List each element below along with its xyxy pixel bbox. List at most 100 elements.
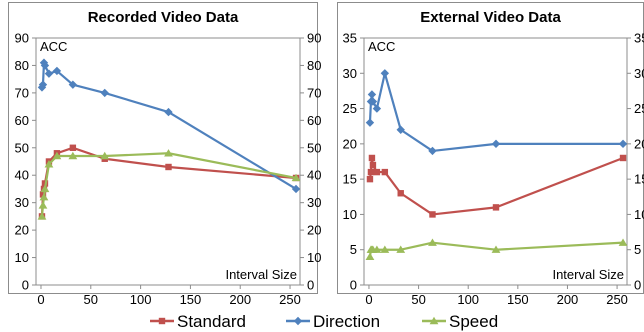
data-point-speed — [291, 173, 301, 182]
data-point-speed — [39, 192, 49, 201]
right-y-tick-label: 15 — [634, 172, 644, 187]
legend-diamond-marker — [293, 316, 303, 326]
series-line-speed — [40, 152, 297, 217]
x-tick-label: 200 — [557, 292, 579, 307]
right-y-tick-label: 50 — [307, 140, 321, 155]
data-point-standard — [165, 163, 172, 171]
right-y-tick-label: 30 — [307, 195, 321, 210]
data-point-standard — [69, 144, 77, 151]
y-tick-label: 25 — [343, 101, 357, 116]
data-point-direction — [68, 80, 78, 89]
data-point-speed — [52, 151, 62, 160]
data-point-standard — [381, 168, 389, 176]
data-point-standard — [367, 168, 375, 176]
y-tick-label: 70 — [15, 85, 29, 100]
x-tick-label: 50 — [84, 292, 98, 307]
series-speed — [37, 149, 301, 220]
legend-label: Direction — [313, 312, 380, 331]
chart-title: External Video Data — [420, 9, 561, 26]
right-y-tick-label: 25 — [634, 101, 644, 116]
y-tick-label: 5 — [350, 242, 357, 257]
right-y-tick-label: 90 — [307, 31, 321, 46]
data-point-direction — [164, 107, 173, 117]
y-axis-label: ACC — [368, 39, 395, 54]
x-tick-label: 250 — [279, 292, 301, 307]
data-point-speed — [38, 201, 48, 209]
data-point-speed — [44, 160, 54, 168]
right-y-tick-label: 0 — [634, 278, 641, 293]
data-point-standard — [397, 190, 404, 197]
right-y-tick-label: 20 — [634, 136, 644, 151]
y-tick-label: 80 — [15, 58, 29, 73]
data-point-direction — [368, 97, 378, 106]
data-point-standard — [619, 154, 627, 162]
y-tick-label: 60 — [15, 113, 29, 128]
y-tick-label: 35 — [343, 31, 357, 46]
series-direction — [37, 58, 301, 194]
data-point-direction — [291, 184, 301, 194]
data-point-direction — [380, 69, 390, 78]
data-point-speed — [100, 151, 110, 160]
legend-triangle-marker — [429, 316, 439, 325]
data-point-speed — [428, 238, 437, 246]
data-point-direction — [365, 118, 375, 127]
data-point-direction — [372, 104, 382, 113]
chart-title: Recorded Video Data — [88, 9, 239, 26]
y-tick-label: 0 — [22, 278, 29, 293]
chart-frame — [8, 2, 318, 294]
y-tick-label: 90 — [15, 31, 29, 46]
data-point-direction — [428, 146, 437, 156]
data-point-direction — [396, 125, 405, 134]
right-y-tick-label: 10 — [634, 207, 644, 222]
data-point-speed — [396, 245, 406, 253]
x-tick-label: 200 — [229, 292, 251, 307]
data-point-direction — [52, 66, 62, 76]
right-y-tick-label: 5 — [634, 242, 641, 257]
data-point-speed — [372, 245, 382, 253]
x-tick-label: 0 — [37, 292, 44, 307]
x-tick-label: 150 — [180, 292, 202, 307]
x-tick-label: 50 — [411, 292, 425, 307]
data-point-speed — [40, 184, 50, 193]
y-tick-label: 15 — [343, 172, 357, 187]
series-standard — [366, 154, 627, 218]
data-point-direction — [367, 90, 377, 99]
right-y-tick-label: 80 — [307, 58, 321, 73]
data-point-standard — [366, 175, 374, 183]
right-y-tick-label: 0 — [307, 278, 314, 293]
chart-panel-1: Recorded Video Data 0 10 20 30 40 50 60 70 80 90 0 1… — [8, 2, 321, 307]
x-tick-label: 100 — [457, 292, 479, 307]
right-y-tick-label: 70 — [307, 85, 321, 100]
x-tick-label: 250 — [606, 292, 628, 307]
y-tick-label: 20 — [343, 136, 357, 151]
series-line-direction — [40, 61, 297, 190]
y-tick-label: 10 — [343, 207, 357, 222]
legend-square-marker — [158, 317, 166, 325]
data-point-standard — [429, 211, 436, 218]
data-point-direction — [44, 69, 54, 78]
data-point-standard — [368, 154, 376, 162]
x-tick-label: 100 — [130, 292, 152, 307]
data-point-standard — [39, 191, 47, 198]
y-axis-label: ACC — [40, 39, 67, 54]
data-point-standard — [369, 161, 377, 169]
right-y-tick-label: 10 — [307, 250, 321, 265]
data-point-speed — [164, 149, 173, 157]
legend-item-direction: Direction — [286, 312, 380, 331]
legend-label: Speed — [449, 312, 498, 331]
data-point-speed — [380, 245, 390, 253]
data-point-direction — [40, 61, 50, 70]
data-point-standard — [373, 168, 381, 176]
data-point-direction — [491, 139, 501, 149]
data-point-speed — [618, 238, 628, 246]
y-tick-label: 30 — [343, 66, 357, 81]
plot-area — [35, 37, 301, 286]
data-point-direction — [618, 139, 628, 149]
y-tick-label: 0 — [350, 278, 357, 293]
y-tick-label: 20 — [15, 223, 29, 238]
series-direction — [365, 69, 628, 156]
right-y-tick-label: 60 — [307, 113, 321, 128]
data-point-direction — [100, 88, 109, 98]
data-point-speed — [37, 212, 47, 220]
